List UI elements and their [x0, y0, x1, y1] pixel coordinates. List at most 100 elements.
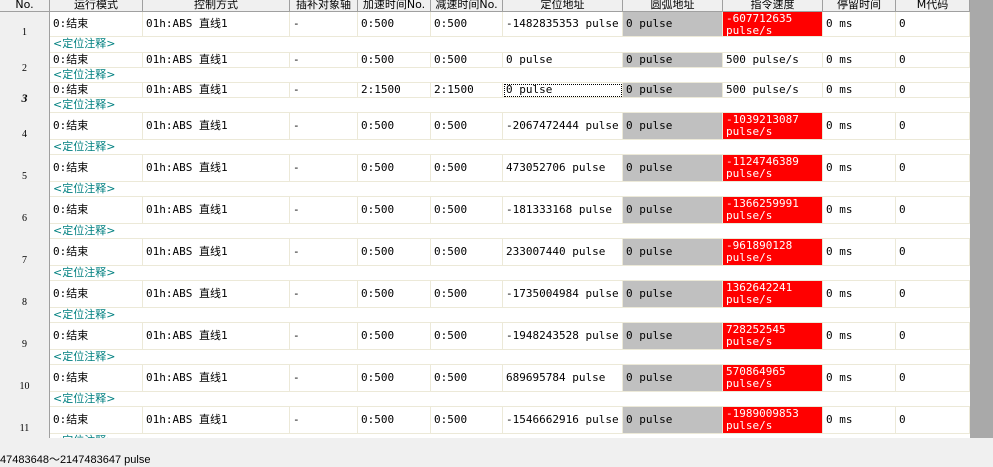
operation-pattern-cell[interactable]: 0:结束 [50, 113, 143, 140]
dwell-time-cell[interactable]: 0 ms [823, 281, 896, 308]
control-method-cell[interactable]: 01h:ABS 直线1 [143, 155, 290, 182]
row-number[interactable]: 3 [0, 83, 50, 113]
accel-time-cell[interactable]: 2:1500 [358, 83, 431, 98]
decel-time-cell[interactable]: 0:500 [431, 197, 503, 224]
interpolation-axis-cell[interactable]: - [290, 155, 358, 182]
column-header[interactable]: 运行模式 [50, 0, 143, 12]
interpolation-axis-cell[interactable]: - [290, 197, 358, 224]
row-number[interactable]: 4 [0, 113, 50, 155]
column-header[interactable]: 插补对象轴 [290, 0, 358, 12]
column-header[interactable]: 定位地址 [503, 0, 623, 12]
dwell-time-cell[interactable]: 0 ms [823, 53, 896, 68]
positioning-comment[interactable]: <定位注释> [50, 392, 970, 407]
column-header[interactable]: M代码 [896, 0, 970, 12]
interpolation-axis-cell[interactable]: - [290, 323, 358, 350]
dwell-time-cell[interactable]: 0 ms [823, 113, 896, 140]
decel-time-cell[interactable]: 0:500 [431, 12, 503, 37]
interpolation-axis-cell[interactable]: - [290, 12, 358, 37]
dwell-time-cell[interactable]: 0 ms [823, 155, 896, 182]
control-method-cell[interactable]: 01h:ABS 直线1 [143, 113, 290, 140]
operation-pattern-cell[interactable]: 0:结束 [50, 239, 143, 266]
row-number[interactable]: 7 [0, 239, 50, 281]
command-speed-cell[interactable]: -1366259991 pulse/s [723, 197, 823, 224]
accel-time-cell[interactable]: 0:500 [358, 281, 431, 308]
column-header[interactable]: 控制方式 [143, 0, 290, 12]
m-code-cell[interactable]: 0 [896, 83, 970, 98]
command-speed-cell[interactable]: -1989009853 pulse/s [723, 407, 823, 434]
row-number[interactable]: 11 [0, 407, 50, 438]
row-number[interactable]: 6 [0, 197, 50, 239]
decel-time-cell[interactable]: 0:500 [431, 53, 503, 68]
dwell-time-cell[interactable]: 0 ms [823, 12, 896, 37]
dwell-time-cell[interactable]: 0 ms [823, 239, 896, 266]
positioning-comment[interactable]: <定位注释> [50, 308, 970, 323]
row-number[interactable]: 2 [0, 53, 50, 83]
m-code-cell[interactable]: 0 [896, 239, 970, 266]
accel-time-cell[interactable]: 0:500 [358, 113, 431, 140]
arc-address-cell[interactable]: 0 pulse [623, 239, 723, 266]
operation-pattern-cell[interactable]: 0:结束 [50, 12, 143, 37]
dwell-time-cell[interactable]: 0 ms [823, 323, 896, 350]
accel-time-cell[interactable]: 0:500 [358, 155, 431, 182]
arc-address-cell[interactable]: 0 pulse [623, 155, 723, 182]
positioning-comment[interactable]: <定位注释> [50, 98, 970, 113]
accel-time-cell[interactable]: 0:500 [358, 407, 431, 434]
control-method-cell[interactable]: 01h:ABS 直线1 [143, 197, 290, 224]
row-number[interactable]: 1 [0, 12, 50, 53]
positioning-comment[interactable]: <定位注释> [50, 350, 970, 365]
positioning-address-cell[interactable]: -181333168 pulse [503, 197, 623, 224]
positioning-address-cell[interactable]: 0 pulse [503, 83, 623, 98]
dwell-time-cell[interactable]: 0 ms [823, 365, 896, 392]
interpolation-axis-cell[interactable]: - [290, 83, 358, 98]
positioning-address-cell[interactable]: 233007440 pulse [503, 239, 623, 266]
dwell-time-cell[interactable]: 0 ms [823, 197, 896, 224]
column-header[interactable]: No. [0, 0, 50, 12]
positioning-address-cell[interactable]: -1948243528 pulse [503, 323, 623, 350]
arc-address-cell[interactable]: 0 pulse [623, 365, 723, 392]
column-header[interactable]: 减速时间No. [431, 0, 503, 12]
m-code-cell[interactable]: 0 [896, 323, 970, 350]
accel-time-cell[interactable]: 0:500 [358, 239, 431, 266]
positioning-address-cell[interactable]: -1482835353 pulse [503, 12, 623, 37]
decel-time-cell[interactable]: 0:500 [431, 155, 503, 182]
operation-pattern-cell[interactable]: 0:结束 [50, 281, 143, 308]
decel-time-cell[interactable]: 0:500 [431, 365, 503, 392]
vertical-scrollbar[interactable] [970, 0, 993, 438]
m-code-cell[interactable]: 0 [896, 53, 970, 68]
m-code-cell[interactable]: 0 [896, 281, 970, 308]
arc-address-cell[interactable]: 0 pulse [623, 83, 723, 98]
dwell-time-cell[interactable]: 0 ms [823, 83, 896, 98]
operation-pattern-cell[interactable]: 0:结束 [50, 197, 143, 224]
interpolation-axis-cell[interactable]: - [290, 53, 358, 68]
arc-address-cell[interactable]: 0 pulse [623, 53, 723, 68]
command-speed-cell[interactable]: 570864965 pulse/s [723, 365, 823, 392]
arc-address-cell[interactable]: 0 pulse [623, 113, 723, 140]
operation-pattern-cell[interactable]: 0:结束 [50, 323, 143, 350]
positioning-address-cell[interactable]: -2067472444 pulse [503, 113, 623, 140]
positioning-comment[interactable]: <定位注释> [50, 434, 970, 438]
accel-time-cell[interactable]: 0:500 [358, 197, 431, 224]
interpolation-axis-cell[interactable]: - [290, 281, 358, 308]
positioning-comment[interactable]: <定位注释> [50, 68, 970, 83]
row-number[interactable]: 9 [0, 323, 50, 365]
operation-pattern-cell[interactable]: 0:结束 [50, 53, 143, 68]
positioning-address-cell[interactable]: -1735004984 pulse [503, 281, 623, 308]
m-code-cell[interactable]: 0 [896, 197, 970, 224]
interpolation-axis-cell[interactable]: - [290, 407, 358, 434]
operation-pattern-cell[interactable]: 0:结束 [50, 83, 143, 98]
command-speed-cell[interactable]: 500 pulse/s [723, 53, 823, 68]
m-code-cell[interactable]: 0 [896, 155, 970, 182]
accel-time-cell[interactable]: 0:500 [358, 12, 431, 37]
decel-time-cell[interactable]: 0:500 [431, 407, 503, 434]
m-code-cell[interactable]: 0 [896, 365, 970, 392]
command-speed-cell[interactable]: -1039213087 pulse/s [723, 113, 823, 140]
m-code-cell[interactable]: 0 [896, 12, 970, 37]
positioning-address-cell[interactable]: 689695784 pulse [503, 365, 623, 392]
accel-time-cell[interactable]: 0:500 [358, 53, 431, 68]
m-code-cell[interactable]: 0 [896, 113, 970, 140]
row-number[interactable]: 10 [0, 365, 50, 407]
command-speed-cell[interactable]: 1362642241 pulse/s [723, 281, 823, 308]
positioning-comment[interactable]: <定位注释> [50, 182, 970, 197]
control-method-cell[interactable]: 01h:ABS 直线1 [143, 323, 290, 350]
control-method-cell[interactable]: 01h:ABS 直线1 [143, 365, 290, 392]
